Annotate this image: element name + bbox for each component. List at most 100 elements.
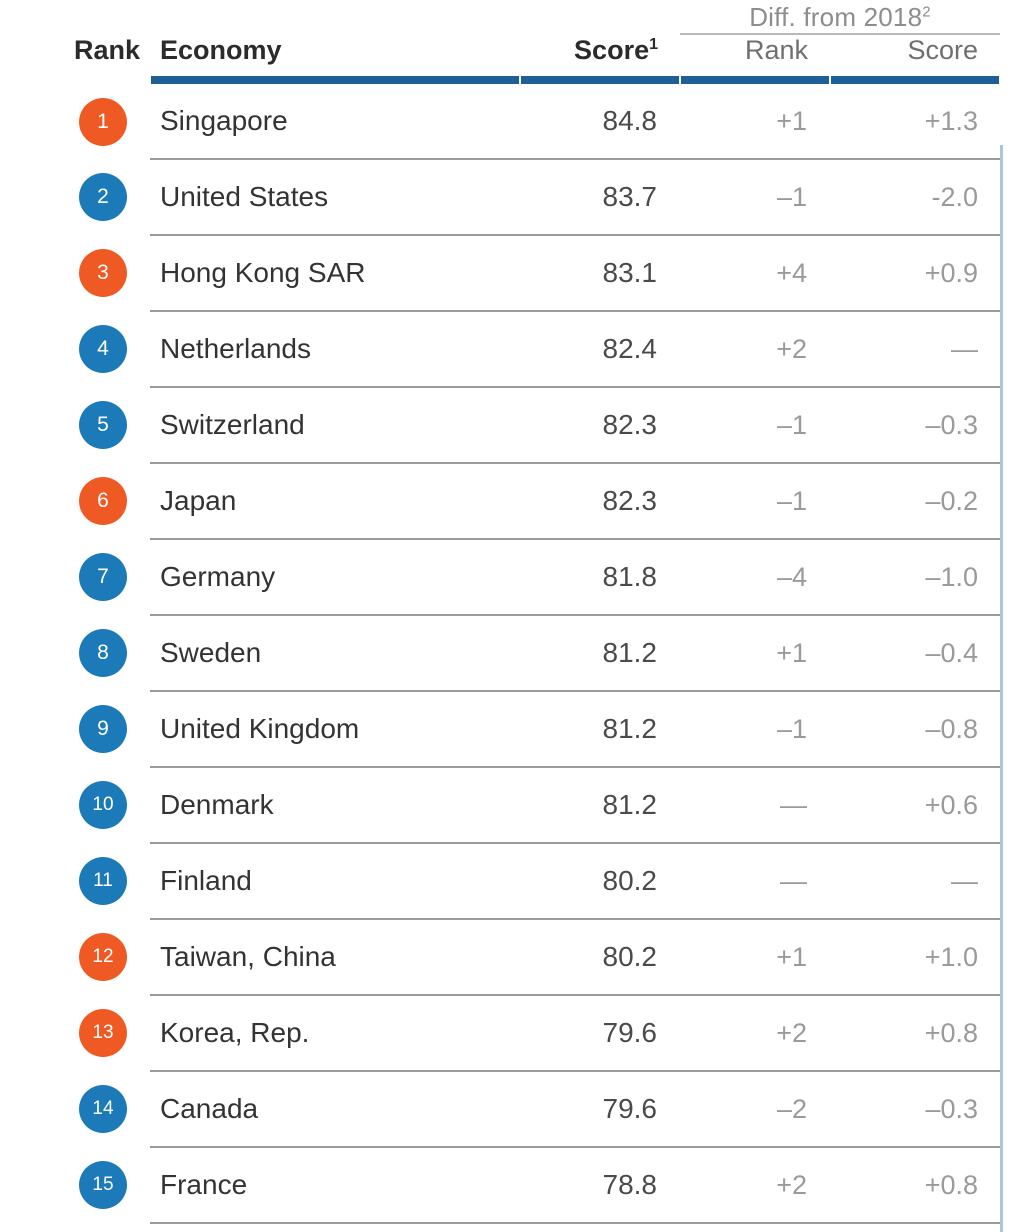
cell-economy[interactable]: Netherlands: [150, 311, 520, 388]
table-row[interactable]: 14 Canada 79.6 –2 –0.3: [0, 1071, 1000, 1148]
rank-badge: 6: [79, 477, 127, 525]
cell-score: 79.6: [519, 995, 680, 1072]
rank-badge: 12: [79, 933, 127, 981]
group-header-spacer-economy: [150, 0, 520, 34]
cell-diff-score: –0.3: [829, 1071, 1000, 1148]
cell-diff-rank: +2: [679, 311, 830, 388]
column-header-score-label: Score: [574, 35, 650, 65]
cell-rank: 1: [0, 84, 150, 159]
column-header-row: Rank Economy Score1 Rank Score: [0, 34, 1000, 76]
economy-ranking-table: Diff. from 20182 Rank Economy Score1 Ran…: [0, 0, 1001, 1224]
table-body: 1 Singapore 84.8 +1 +1.3 2 United States 83.7 –1…: [0, 84, 1000, 1224]
cell-diff-score: +1.3: [829, 84, 1000, 160]
header-rule-economy: [149, 76, 521, 84]
cell-rank: 6: [0, 463, 150, 539]
cell-diff-rank: –4: [679, 539, 830, 616]
cell-economy[interactable]: Hong Kong SAR: [150, 235, 520, 312]
cell-diff-rank: +2: [679, 995, 830, 1072]
cell-economy[interactable]: Sweden: [150, 615, 520, 692]
cell-economy[interactable]: Germany: [150, 539, 520, 616]
cell-score: 83.1: [519, 235, 680, 312]
rank-badge: 10: [79, 781, 127, 829]
table-row[interactable]: 11 Finland 80.2— —: [0, 843, 1000, 920]
cell-rank: 11: [0, 843, 150, 919]
rank-badge: 11: [79, 857, 127, 905]
cell-economy[interactable]: Korea, Rep.: [150, 995, 520, 1072]
cell-diff-score: –0.3: [829, 387, 1000, 464]
cell-diff-score: +0.8: [829, 995, 1000, 1072]
cell-score: 82.3: [519, 463, 680, 540]
cell-rank: 4: [0, 311, 150, 387]
cell-economy[interactable]: Taiwan, China: [150, 919, 520, 996]
rank-badge: 15: [79, 1161, 127, 1209]
table-row[interactable]: 4 Netherlands 82.4 +2—: [0, 311, 1000, 388]
cell-diff-rank: —: [679, 843, 830, 920]
right-vertical-rule: [1000, 145, 1003, 1232]
cell-diff-score: –0.2: [829, 463, 1000, 540]
cell-diff-rank: +1: [679, 615, 830, 692]
table-row[interactable]: 5 Switzerland 82.3 –1 –0.3: [0, 387, 1000, 464]
table-row[interactable]: 13 Korea, Rep. 79.6 +2 +0.8: [0, 995, 1000, 1072]
group-header-row: Diff. from 20182: [0, 0, 1000, 35]
rank-badge: 3: [79, 249, 127, 297]
cell-diff-rank: –1: [679, 159, 830, 236]
table-row[interactable]: 1 Singapore 84.8 +1 +1.3: [0, 84, 1000, 160]
table-row[interactable]: 7 Germany 81.8 –4 –1.0: [0, 539, 1000, 616]
table-row[interactable]: 10 Denmark 81.2— +0.6: [0, 767, 1000, 844]
column-header-diff-rank[interactable]: Rank: [744, 35, 808, 65]
cell-score: 82.4: [519, 311, 680, 388]
cell-economy[interactable]: United Kingdom: [150, 691, 520, 768]
cell-score: 79.6: [519, 1071, 680, 1148]
cell-economy[interactable]: United States: [150, 159, 520, 236]
rank-badge: 5: [79, 401, 127, 449]
table-row[interactable]: 3 Hong Kong SAR 83.1 +4 +0.9: [0, 235, 1000, 312]
cell-rank: 5: [0, 387, 150, 463]
cell-diff-score: —: [829, 311, 1000, 388]
cell-rank: 3: [0, 235, 150, 311]
cell-rank: 15: [0, 1147, 150, 1223]
cell-diff-rank: +1: [679, 84, 830, 160]
cell-economy[interactable]: Canada: [150, 1071, 520, 1148]
rank-badge: 1: [79, 97, 127, 146]
cell-rank: 8: [0, 615, 150, 691]
column-header-economy[interactable]: Economy: [160, 35, 282, 65]
cell-economy[interactable]: Switzerland: [150, 387, 520, 464]
cell-economy[interactable]: Singapore: [150, 84, 520, 160]
header-rule-diff-rank: [679, 76, 831, 84]
cell-score: 81.8: [519, 539, 680, 616]
diff-group-header: Diff. from 20182: [680, 0, 1000, 35]
cell-economy[interactable]: Finland: [150, 843, 520, 920]
cell-diff-rank: +2: [679, 1147, 830, 1224]
table-row[interactable]: 12 Taiwan, China 80.2 +1 +1.0: [0, 919, 1000, 996]
table-row[interactable]: 2 United States 83.7 –1 -2.0: [0, 159, 1000, 236]
cell-diff-rank: –1: [679, 463, 830, 540]
table-row[interactable]: 8 Sweden 81.2 +1 –0.4: [0, 615, 1000, 692]
cell-score: 78.8: [519, 1147, 680, 1224]
column-header-rank[interactable]: Rank: [73, 35, 140, 65]
cell-diff-score: +0.9: [829, 235, 1000, 312]
column-header-diff-score[interactable]: Score: [907, 35, 978, 65]
cell-diff-rank: —: [679, 767, 830, 844]
cell-diff-rank: –1: [679, 691, 830, 768]
cell-economy[interactable]: Denmark: [150, 767, 520, 844]
group-header-spacer-score: [520, 0, 680, 34]
cell-rank: 2: [0, 159, 150, 235]
diff-group-header-label: Diff. from 2018: [749, 2, 923, 32]
ranking-table-container: Diff. from 20182 Rank Economy Score1 Ran…: [0, 0, 1001, 1224]
rank-badge: 13: [79, 1009, 127, 1057]
cell-diff-score: +1.0: [829, 919, 1000, 996]
table-row[interactable]: 15 France 78.8 +2 +0.8: [0, 1147, 1000, 1224]
column-header-score-footnote: 1: [649, 36, 658, 53]
diff-group-header-footnote: 2: [922, 3, 931, 21]
cell-score: 82.3: [519, 387, 680, 464]
cell-economy[interactable]: Japan: [150, 463, 520, 540]
rank-badge: 7: [79, 553, 127, 601]
cell-economy[interactable]: France: [150, 1147, 520, 1224]
rank-badge: 2: [79, 173, 127, 221]
column-header-score[interactable]: Score1: [520, 34, 680, 76]
table-row[interactable]: 9 United Kingdom 81.2 –1 –0.8: [0, 691, 1000, 768]
cell-diff-score: +0.6: [829, 767, 1000, 844]
cell-diff-score: —: [829, 843, 1000, 920]
header-accent-rule-row: [0, 76, 1001, 84]
table-row[interactable]: 6 Japan 82.3 –1 –0.2: [0, 463, 1000, 540]
